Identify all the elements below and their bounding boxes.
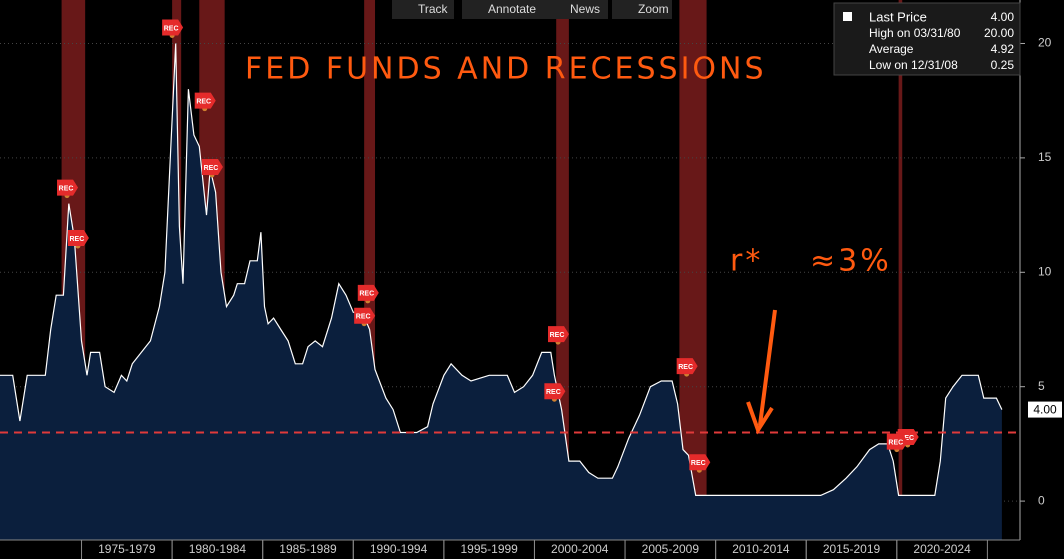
toolbar-label[interactable]: News — [570, 2, 600, 16]
annotation-pct: ≈3% — [810, 244, 892, 279]
flag-label: REC — [691, 460, 706, 467]
flag-label: REC — [888, 439, 903, 446]
y-tick-label: 10 — [1038, 264, 1052, 278]
flag-label: REC — [678, 364, 693, 371]
toolbar-label[interactable]: Annotate — [488, 2, 536, 16]
flag — [354, 307, 376, 324]
flag-label: REC — [204, 165, 219, 172]
flag — [194, 92, 216, 109]
y-tick-label: 0 — [1038, 493, 1045, 507]
flag-label: REC — [899, 435, 914, 442]
recession-band — [364, 0, 376, 540]
x-tick-label: 1980-1984 — [189, 542, 247, 556]
legend-label: High on 03/31/80 — [869, 26, 961, 40]
annotation-title: FED FUNDS AND RECESSIONS — [245, 52, 767, 87]
legend-label: Low on 12/31/08 — [869, 58, 958, 72]
x-tick-label: 1990-1994 — [370, 542, 428, 556]
flag-label: REC — [356, 314, 371, 321]
legend-box — [833, 2, 1021, 76]
flag — [67, 229, 89, 246]
legend-value: 20.00 — [984, 26, 1014, 40]
flag-label: REC — [59, 185, 74, 192]
flag-label: REC — [359, 291, 374, 298]
toolbar-button[interactable] — [392, 0, 454, 19]
x-tick-label: 1995-1999 — [460, 542, 518, 556]
x-tick-label: 2005-2009 — [642, 542, 700, 556]
area — [0, 43, 1002, 540]
recession-band — [898, 0, 903, 540]
annotation-r: r* — [730, 244, 763, 279]
flag — [676, 358, 698, 375]
legend-label: Last Price — [869, 9, 927, 24]
flag-label: REC — [546, 389, 561, 396]
x-tick-label: 1985-1989 — [279, 542, 337, 556]
flag — [544, 383, 566, 400]
toolbar-button[interactable] — [544, 0, 608, 19]
x-tick-label: 2015-2019 — [823, 542, 881, 556]
flag — [548, 326, 570, 343]
last-value-tag — [1028, 401, 1062, 418]
y-tick-label: 15 — [1038, 150, 1052, 164]
flag-label: REC — [164, 25, 179, 32]
flag — [201, 159, 223, 176]
legend-swatch — [843, 12, 852, 21]
x-tick-label: 2020-2024 — [913, 542, 971, 556]
annotation-arrow — [746, 309, 777, 435]
legend-value: 4.92 — [991, 42, 1015, 56]
x-tick-label: 1975-1979 — [98, 542, 156, 556]
flag — [357, 284, 379, 301]
legend-value: 0.25 — [991, 58, 1015, 72]
toolbar-button[interactable] — [612, 0, 672, 19]
toolbar-label[interactable]: Zoom — [638, 2, 669, 16]
flag-label: REC — [550, 332, 565, 339]
last-value-label: 4.00 — [1033, 403, 1057, 417]
legend-label: Average — [869, 42, 914, 56]
x-tick-label: 2000-2004 — [551, 542, 609, 556]
flag — [886, 433, 908, 450]
toolbar-button[interactable] — [462, 0, 552, 19]
legend-value: 4.00 — [991, 10, 1015, 24]
x-tick-label: 2010-2014 — [732, 542, 790, 556]
flag-label: REC — [70, 236, 85, 243]
flag — [689, 454, 711, 471]
toolbar-label[interactable]: Track — [418, 2, 449, 16]
y-tick-label: 20 — [1038, 36, 1052, 50]
flag-label: REC — [196, 99, 211, 106]
y-tick-label: 5 — [1038, 379, 1045, 393]
flag — [162, 19, 184, 36]
flag — [57, 179, 79, 196]
